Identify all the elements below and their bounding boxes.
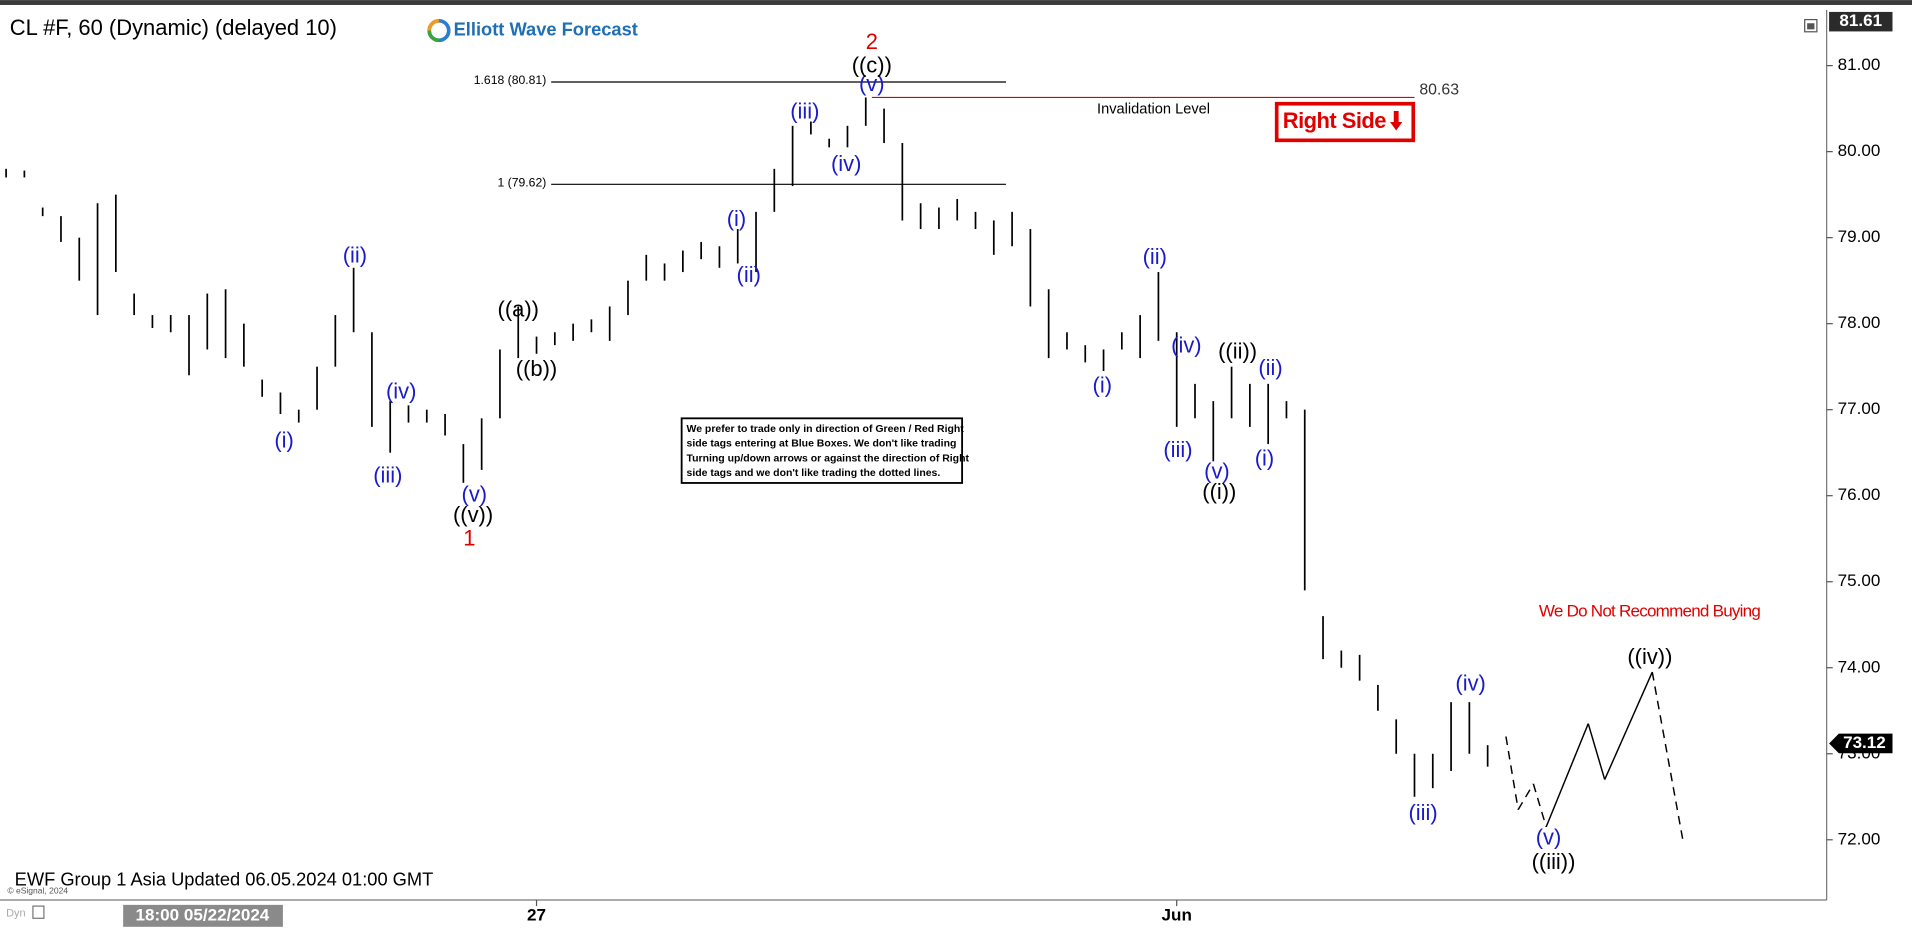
disclaimer-line: side tags and we don't like trading the … [687,468,941,479]
wave-label: ((iii)) [1532,849,1576,874]
wave-label: We Do Not Recommend Buying [1539,601,1761,620]
logo-arc [427,30,440,43]
mode-icon[interactable] [32,905,45,919]
last-price-label: 73.12 [1843,733,1886,752]
wave-label: ((a)) [498,297,539,322]
y-tick-label: 78.00 [1838,313,1881,332]
wave-label: (iv) [1171,333,1201,358]
window-icon-inner [1807,23,1815,30]
wave-label: (iii) [1408,800,1437,825]
wave-label: 1 [463,525,475,550]
right-side-tag: Right Side [1274,101,1416,143]
wave-label: (ii) [737,262,761,287]
wave-label: (iii) [790,99,819,124]
window-icon[interactable] [1804,18,1818,33]
update-footer: EWF Group 1 Asia Updated 06.05.2024 01:0… [15,868,434,889]
x-tick-label: Jun [1162,905,1192,924]
disclaimer-line: Turning up/down arrows or against the di… [687,453,970,464]
symbol-title: CL #F, 60 (Dynamic) (delayed 10) [10,15,337,40]
y-tick-label: 74.00 [1838,657,1881,676]
projection-segment [1505,736,1519,810]
cursor-time: 18:00 05/22/2024 [136,905,270,924]
copyright: © eSignal, 2024 [7,886,68,896]
logo-text: Elliott Wave Forecast [454,18,638,39]
wave-label: ((iv)) [1627,644,1672,669]
wave-label: ((b)) [516,356,557,381]
logo-arc [427,18,440,31]
wave-label: (iii) [373,463,402,488]
wave-label: 2 [866,29,878,54]
wave-label: (iii) [1163,437,1192,462]
down-arrow [1390,111,1403,131]
wave-label: ((ii)) [1218,339,1257,364]
wave-label: (iv) [386,378,416,403]
y-tick-label: 77.00 [1838,399,1881,418]
fib-level-label: 1 (79.62) [498,175,547,189]
wave-label: (v) [462,482,488,507]
projection-segment [1517,783,1535,811]
projection-segment [1532,783,1547,828]
logo: Elliott Wave Forecast [427,18,638,43]
x-tick-label: 27 [527,905,546,924]
right-side-text: Right Side [1283,108,1387,133]
wave-label: (ii) [1258,355,1282,380]
wave-label: ((i)) [1202,479,1236,504]
projection-segment [1587,723,1606,780]
wave-label: (iv) [1455,671,1485,696]
cursor-time-box [123,904,283,927]
wave-label: (ii) [343,242,367,267]
fib-level-label: 1.618 (80.81) [474,73,547,87]
wave-label: (ii) [1143,244,1167,269]
disclaimer-line: We prefer to trade only in direction of … [687,424,965,435]
y-tick-label: 81.00 [1838,55,1881,74]
wave-label: (v) [1204,458,1230,483]
wave-label: (v) [1536,825,1562,850]
invalidation-value: 80.63 [1419,81,1459,98]
wave-label: (i) [727,206,747,231]
last-price-tag [1829,733,1893,754]
wave-label: (i) [1255,445,1275,470]
invalidation-label: Invalidation Level [1097,101,1210,117]
top-bar [0,0,1912,5]
disclaimer: We prefer to trade only in direction of … [680,417,970,484]
wave-label: (iv) [831,151,861,176]
disclaimer-box [680,417,964,484]
disclaimer-line: side tags entering at Blue Boxes. We don… [687,439,957,450]
y-tick-label: 72.00 [1838,829,1881,848]
high-price-box [1829,11,1893,32]
wave-label: (i) [274,427,294,452]
high-price-label: 81.61 [1839,11,1882,30]
y-tick-label: 80.00 [1838,141,1881,160]
wave-label: ((v)) [453,502,493,527]
y-tick-label: 79.00 [1838,227,1881,246]
wave-label: ((c)) [852,52,892,77]
y-tick-label: 76.00 [1838,485,1881,504]
projection-segment [1604,671,1653,780]
wave-label: (i) [1093,372,1113,397]
wave-label: (v) [859,71,885,96]
mode-label: Dyn [6,907,26,919]
y-tick-label: 75.00 [1838,571,1881,590]
projection-segment [1545,723,1589,828]
